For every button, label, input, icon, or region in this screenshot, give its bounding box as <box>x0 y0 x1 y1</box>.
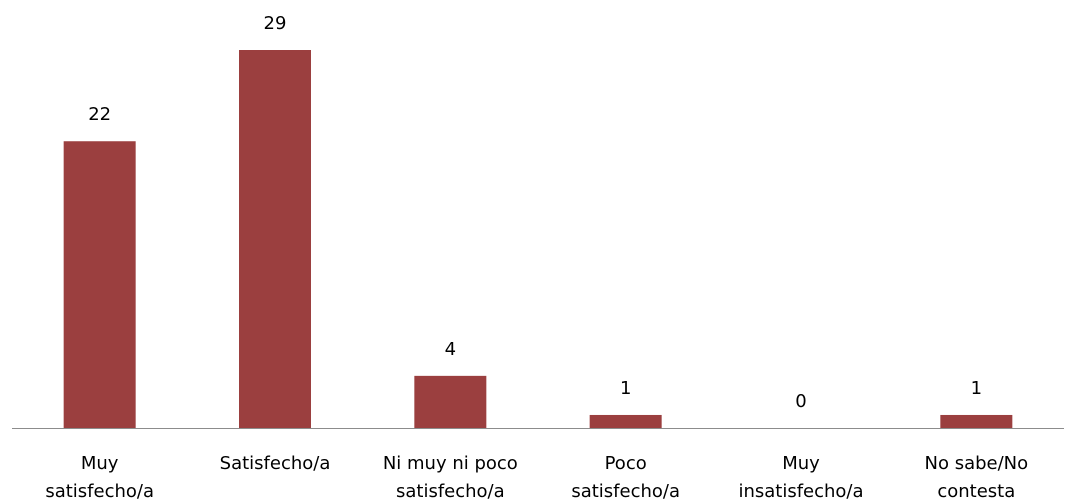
bar-2 <box>414 375 487 428</box>
category-label-line: satisfecho/a <box>571 481 680 502</box>
category-label-5: No sabe/No contesta <box>925 453 1029 502</box>
category-labels-group: Muy satisfecho/a Satisfecho/a Ni muy ni poc… <box>45 453 1028 502</box>
category-label-line: satisfecho/a <box>45 481 154 502</box>
bars-group <box>63 50 1013 428</box>
bar-1 <box>239 50 311 428</box>
data-label-3: 1 <box>620 378 631 399</box>
category-label-line: Satisfecho/a <box>220 453 331 474</box>
bar-0 <box>63 141 136 428</box>
category-label-line: Poco <box>605 453 647 474</box>
category-label-2: Ni muy ni poco satisfecho/a <box>383 453 518 502</box>
category-label-1: Satisfecho/a <box>220 453 331 474</box>
bar-5 <box>940 414 1013 428</box>
category-label-line: Muy <box>782 453 820 474</box>
category-label-line: No sabe/No <box>925 453 1029 474</box>
category-label-3: Poco satisfecho/a <box>571 453 680 502</box>
category-label-4: Muy insatisfecho/a <box>738 453 863 502</box>
data-label-5: 1 <box>971 378 982 399</box>
category-label-line: satisfecho/a <box>396 481 505 502</box>
bar-3 <box>589 414 662 428</box>
data-labels-group: 22 29 4 1 0 1 <box>88 13 982 412</box>
category-label-line: Muy <box>81 453 119 474</box>
data-label-1: 29 <box>264 13 287 34</box>
data-label-2: 4 <box>445 339 456 360</box>
data-label-4: 0 <box>795 391 806 412</box>
category-label-line: Ni muy ni poco <box>383 453 518 474</box>
category-label-line: insatisfecho/a <box>738 481 863 502</box>
data-label-0: 22 <box>88 104 111 125</box>
category-label-line: contesta <box>937 481 1015 502</box>
category-label-0: Muy satisfecho/a <box>45 453 154 502</box>
